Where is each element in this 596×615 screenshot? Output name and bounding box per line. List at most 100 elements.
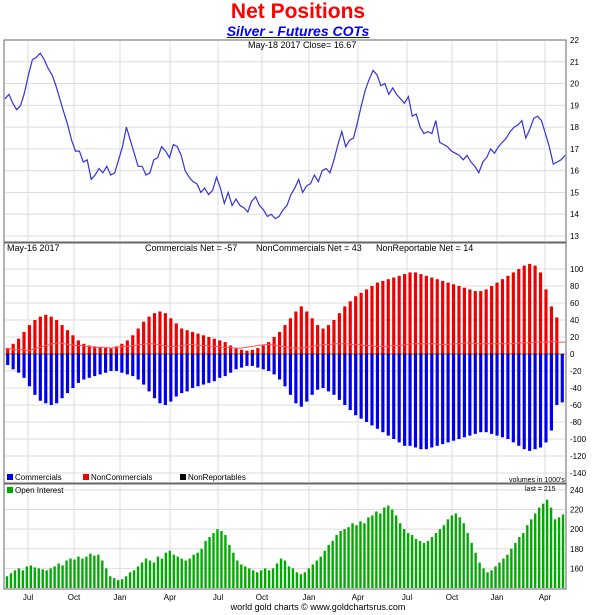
price-y-tick-label: 19 [570, 101, 579, 110]
noncommercials-bar [299, 306, 303, 354]
open-interest-bar [228, 544, 231, 588]
chart-subtitle: Silver - Futures COTs [226, 23, 370, 39]
open-interest-bar [315, 560, 318, 588]
x-tick-label: Oct [256, 593, 269, 602]
commercials-bar [245, 354, 249, 366]
open-interest-bar [156, 556, 160, 588]
noncommercials-bar [446, 282, 450, 354]
commercials-bar [479, 354, 483, 433]
noncommercials-bar [408, 272, 412, 354]
commercials-bar [33, 354, 37, 395]
noncommercials-bar [468, 289, 472, 354]
open-interest-bar [410, 535, 414, 588]
open-interest-bar [561, 514, 565, 588]
open-interest-bar [61, 565, 64, 588]
noncommercials-bar [196, 333, 200, 354]
open-interest-bar [458, 517, 461, 588]
open-interest-bar [490, 570, 493, 588]
noncommercials-bar [288, 318, 293, 354]
open-interest-bar [494, 566, 497, 588]
commercials-bar [392, 354, 396, 439]
open-interest-bar [271, 568, 275, 588]
commercials-bar [424, 354, 428, 450]
noncommercials-bar [354, 296, 358, 354]
open-interest-bar [482, 568, 485, 588]
x-tick-label: Oct [446, 593, 459, 602]
open-interest-bar [184, 560, 187, 588]
noncommercials-bar [451, 284, 456, 354]
commercials-bar [11, 354, 15, 370]
open-interest-bar [371, 515, 374, 588]
open-interest-bar [232, 552, 235, 588]
x-tick-label: Jan [303, 593, 316, 602]
open-interest-bar [375, 511, 378, 588]
open-interest-bar [41, 569, 44, 588]
noncommercials-bar [152, 313, 157, 354]
commercials-bar [549, 354, 553, 431]
noncommercials-bar [495, 282, 499, 354]
noncommercials-bar [549, 306, 553, 354]
open-interest-bar [311, 564, 314, 588]
commercials-bar [294, 354, 298, 404]
price-panel [4, 52, 566, 220]
footer-credit: world gold charts © www.goldchartsrus.co… [230, 602, 406, 612]
price-y-tick-label: 20 [570, 80, 579, 89]
x-tick-label: Jul [402, 593, 412, 602]
open-interest-bar [13, 570, 17, 588]
open-interest-bar [450, 515, 453, 588]
open-interest-bar [335, 535, 338, 588]
open-interest-bar [109, 576, 112, 588]
open-interest-bar [347, 527, 350, 588]
open-interest-bar [164, 552, 168, 588]
noncommercials-bar [55, 320, 59, 354]
noncommercials-bar [250, 349, 254, 354]
noncommercials-bar [22, 331, 26, 354]
open-interest-bar [224, 535, 227, 588]
noncommercials-bar [544, 289, 548, 354]
commercials-bar [375, 354, 379, 429]
open-interest-bar [136, 566, 140, 588]
open-interest-bar [355, 525, 358, 588]
cot-y-tick-label: -80 [570, 418, 582, 427]
noncommercials-bar [517, 269, 521, 354]
commercials-bar [462, 354, 466, 438]
commercials-bar [310, 354, 314, 395]
noncommercials-bar [381, 280, 385, 354]
commercials-bar [538, 354, 543, 448]
commercials-bar [500, 354, 505, 438]
open-interest-bar [534, 513, 537, 588]
commercials-bar [533, 354, 537, 450]
noncommercials-bar [104, 348, 108, 354]
open-interest-bar [363, 523, 366, 588]
noncommercials-bar [180, 328, 184, 354]
open-interest-bar [172, 554, 175, 588]
open-interest-bar [426, 540, 430, 588]
open-interest-bar [398, 523, 402, 588]
commercials-bar [408, 354, 412, 446]
axis-labels: Jul Oct Jan Apr Jul Oct Jan Apr Jul Oct Jan Apr 13 14… [23, 36, 587, 602]
noncommercials-bar [93, 346, 97, 354]
nonreportables-line [5, 340, 565, 352]
noncommercials-bar [163, 313, 167, 354]
chart-title: Net Positions [230, 0, 366, 23]
open-interest-bar [244, 566, 247, 588]
noncommercials-bar [283, 325, 287, 354]
open-interest-bar [37, 568, 40, 588]
open-interest-bar [359, 521, 362, 588]
open-interest-bar [287, 566, 291, 588]
legend-swatch-nonreportables [180, 474, 186, 480]
oi-panel-frame [3, 483, 567, 590]
open-interest-bar [454, 513, 457, 588]
commercials-bar [201, 354, 206, 385]
cot-y-tick-label: -40 [570, 384, 582, 393]
open-interest-bar [160, 558, 164, 588]
open-interest-bar [263, 568, 267, 588]
open-interest-bar [53, 566, 56, 588]
noncommercials-bar [38, 316, 42, 354]
open-interest-bar [379, 513, 382, 588]
commercials-bar [239, 354, 244, 368]
noncommercials-bar [131, 335, 135, 354]
noncommercials-bar [511, 272, 515, 354]
open-interest-bar [208, 536, 211, 588]
open-interest-bar [343, 529, 346, 588]
